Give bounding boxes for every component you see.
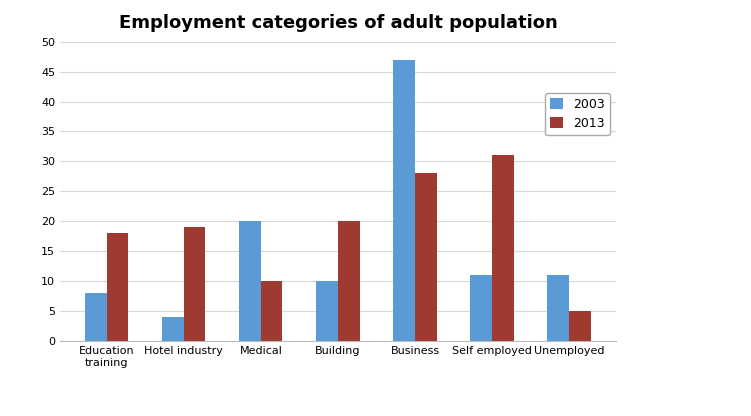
Legend: 2003, 2013: 2003, 2013 bbox=[545, 93, 610, 135]
Bar bbox=[107, 233, 128, 341]
Bar bbox=[470, 275, 492, 341]
Bar bbox=[415, 173, 436, 341]
Title: Employment categories of adult population: Employment categories of adult populatio… bbox=[119, 14, 557, 32]
Bar bbox=[240, 221, 261, 341]
Bar bbox=[492, 156, 514, 341]
Bar bbox=[338, 221, 360, 341]
Bar bbox=[394, 59, 415, 341]
Bar bbox=[569, 311, 590, 341]
Bar bbox=[261, 281, 282, 341]
Bar bbox=[162, 317, 184, 341]
Bar bbox=[184, 227, 206, 341]
Bar bbox=[547, 275, 569, 341]
Bar bbox=[86, 293, 107, 341]
Bar bbox=[316, 281, 338, 341]
